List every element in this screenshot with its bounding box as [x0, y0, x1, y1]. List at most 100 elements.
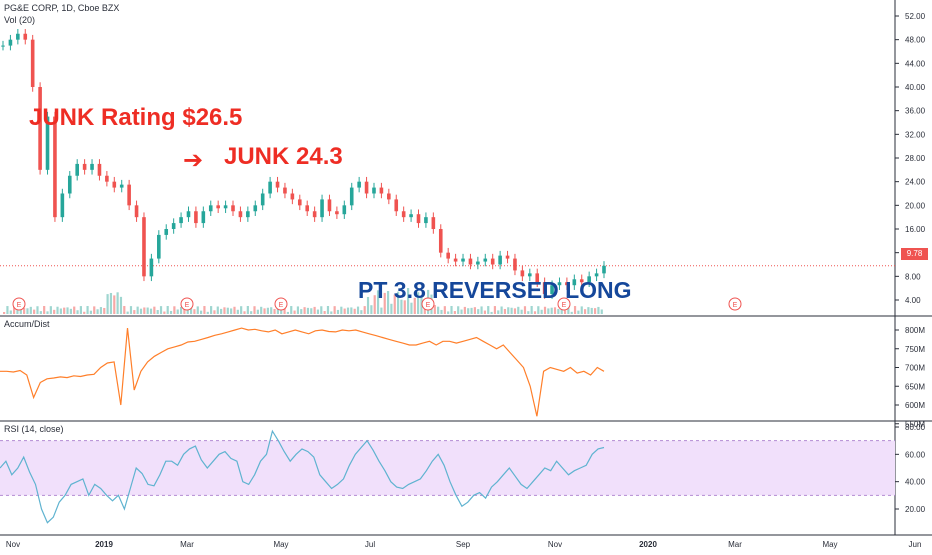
candle-body — [194, 211, 198, 224]
volume-bar — [493, 306, 497, 314]
candle-body — [283, 187, 287, 194]
volume-bar — [256, 309, 259, 314]
annotation-junk-rating: JUNK Rating $26.5 — [29, 104, 243, 131]
y-tick-label: 28.00 — [905, 154, 926, 163]
volume-bar — [413, 297, 416, 314]
volume-bar — [250, 311, 253, 314]
volume-bar — [393, 294, 396, 314]
candle-body — [401, 211, 406, 218]
volume-bar — [146, 307, 149, 314]
volume-bar — [577, 310, 580, 314]
volume-bar — [346, 307, 350, 314]
volume-bar — [590, 307, 593, 314]
volume-bar — [149, 308, 153, 314]
y-tick-label: 20.00 — [905, 201, 926, 210]
volume-bar — [510, 307, 513, 314]
volume-bar — [116, 292, 119, 314]
candle-body — [127, 184, 131, 206]
candle-body — [505, 255, 510, 259]
candle-body — [23, 33, 28, 40]
volume-bar — [203, 306, 206, 314]
volume-bar — [186, 307, 189, 314]
volume-bar — [36, 306, 39, 314]
candle-body — [364, 181, 369, 194]
volume-bar — [527, 311, 530, 314]
candle-body — [490, 258, 495, 265]
candle-body — [602, 265, 606, 274]
volume-bar — [46, 311, 49, 314]
earnings-marker-label: E — [185, 302, 190, 309]
volume-bar — [533, 311, 537, 314]
candle-body — [90, 163, 94, 170]
candle-body — [416, 214, 421, 224]
volume-bar — [19, 307, 22, 314]
volume-bar — [593, 308, 597, 314]
x-tick-label: May — [822, 540, 837, 549]
volume-bar — [159, 306, 163, 314]
rsi-y-tick-label: 60.00 — [905, 450, 926, 459]
y-tick-label: 48.00 — [905, 36, 926, 45]
acc-y-tick-label: 800M — [905, 326, 925, 335]
volume-bar — [487, 306, 490, 314]
y-tick-label: 8.00 — [905, 272, 921, 281]
volume-bar — [109, 292, 113, 314]
earnings-marker-icon — [12, 297, 26, 311]
candle-body — [45, 116, 50, 170]
volume-bar — [353, 308, 356, 314]
acc-y-tick-label: 750M — [905, 345, 925, 354]
volume-bar — [53, 309, 56, 314]
candle-body — [297, 199, 302, 206]
candle-body — [572, 279, 577, 286]
volume-bar — [583, 309, 587, 314]
volume-bar — [523, 306, 527, 314]
volume-bar — [310, 308, 313, 314]
volume-bar — [129, 306, 133, 314]
candle-body — [231, 205, 235, 212]
volume-bar — [93, 306, 96, 314]
candle-body — [557, 282, 562, 286]
rsi-label: RSI (14, close) — [4, 424, 64, 434]
volume-bar — [597, 306, 600, 314]
candle-body — [60, 193, 65, 218]
volume-bar — [467, 308, 470, 314]
volume-bar — [540, 309, 543, 314]
symbol-title: PG&E CORP, 1D, Cboe BZX — [4, 3, 120, 13]
candle-body — [1, 45, 5, 47]
volume-bar — [290, 306, 293, 314]
volume-bar — [66, 307, 69, 314]
candle-body — [483, 258, 488, 262]
earnings-marker-label: E — [279, 302, 284, 309]
volume-bar — [296, 306, 300, 314]
volume-bar — [473, 307, 476, 314]
candle-body — [542, 282, 547, 295]
volume-bar — [553, 307, 557, 314]
volume-bar — [29, 306, 32, 314]
volume-bar — [69, 308, 72, 314]
volume-bar — [330, 311, 333, 314]
candle-body — [186, 211, 191, 218]
volume-bar — [123, 306, 126, 314]
volume-bar — [179, 306, 183, 314]
volume-bar — [9, 310, 12, 314]
volume-bar — [293, 310, 296, 314]
volume-bar — [266, 307, 269, 314]
volume-bar — [547, 308, 550, 314]
candle-body — [312, 211, 317, 218]
volume-label: Vol (20) — [4, 15, 36, 25]
candle-body — [16, 33, 20, 40]
candle-body — [208, 205, 213, 212]
candle-body — [320, 199, 324, 218]
volume-bar — [447, 311, 450, 314]
candle-body — [372, 187, 376, 194]
volume-bar — [356, 306, 360, 314]
x-tick-label: Sep — [456, 540, 471, 549]
y-tick-label: 52.00 — [905, 12, 926, 21]
volume-bar — [400, 299, 403, 314]
volume-bar — [326, 306, 330, 314]
volume-bar — [139, 308, 143, 314]
candle-body — [453, 258, 458, 262]
candle-body — [223, 205, 228, 209]
volume-bar — [437, 306, 440, 314]
candle-body — [164, 229, 169, 235]
candle-body — [535, 273, 540, 283]
